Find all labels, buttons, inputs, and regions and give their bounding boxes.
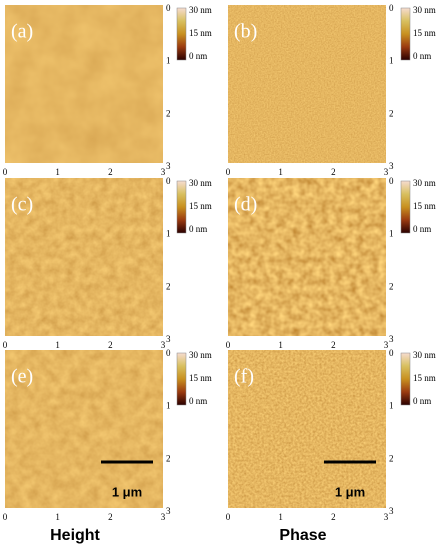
- colorbar-label: 15 nm: [413, 373, 436, 383]
- x-tick-label: 0: [3, 167, 8, 177]
- panel-label: (d): [234, 194, 257, 216]
- column-label: Phase: [279, 527, 326, 544]
- y-tick-label: 1: [389, 56, 394, 66]
- colorbar: [176, 352, 187, 406]
- y-tick-label: 2: [166, 453, 171, 463]
- colorbar-label: 0 nm: [189, 396, 207, 406]
- afm-image: [5, 350, 163, 508]
- colorbar-label: 0 nm: [413, 396, 431, 406]
- x-tick-label: 1: [278, 167, 283, 177]
- y-tick-label: 3: [389, 506, 394, 516]
- y-tick-label: 0: [389, 3, 394, 13]
- x-tick-label: 1: [278, 512, 283, 522]
- scale-bar-label: 1 μm: [112, 484, 142, 499]
- afm-image: [5, 178, 163, 336]
- y-tick-label: 3: [389, 334, 394, 344]
- y-tick-label: 3: [389, 161, 394, 171]
- x-tick-label: 0: [226, 512, 231, 522]
- panel-label: (f): [234, 366, 254, 388]
- x-tick-label: 2: [331, 167, 336, 177]
- y-tick-label: 1: [166, 56, 171, 66]
- x-tick-label: 1: [55, 167, 60, 177]
- x-tick-label: 1: [55, 340, 60, 350]
- x-tick-label: 0: [226, 340, 231, 350]
- colorbar-label: 30 nm: [413, 178, 436, 188]
- x-tick-label: 2: [331, 340, 336, 350]
- colorbar-label: 0 nm: [189, 51, 207, 61]
- colorbar-label: 0 nm: [413, 224, 431, 234]
- afm-image: [228, 350, 386, 508]
- colorbar-label: 15 nm: [189, 201, 212, 211]
- x-tick-label: 2: [331, 512, 336, 522]
- afm-image: [5, 5, 163, 163]
- y-tick-label: 2: [389, 281, 394, 291]
- colorbar-label: 15 nm: [413, 28, 436, 38]
- x-tick-label: 2: [108, 167, 113, 177]
- scale-bar-label: 1 μm: [335, 484, 365, 499]
- colorbar: [176, 180, 187, 234]
- x-tick-label: 2: [108, 340, 113, 350]
- y-tick-label: 0: [389, 176, 394, 186]
- panel-label: (b): [234, 21, 257, 43]
- colorbar: [400, 180, 411, 234]
- y-tick-label: 2: [166, 281, 171, 291]
- x-tick-label: 3: [384, 167, 389, 177]
- colorbar-label: 30 nm: [189, 350, 212, 360]
- y-tick-label: 2: [389, 453, 394, 463]
- y-tick-label: 3: [166, 506, 171, 516]
- x-tick-label: 2: [108, 512, 113, 522]
- panel-label: (e): [11, 366, 33, 388]
- y-tick-label: 0: [166, 348, 171, 358]
- y-tick-label: 2: [166, 108, 171, 118]
- y-tick-label: 1: [166, 401, 171, 411]
- colorbar-label: 0 nm: [413, 51, 431, 61]
- x-tick-label: 1: [55, 512, 60, 522]
- colorbar: [176, 7, 187, 61]
- y-tick-label: 1: [389, 401, 394, 411]
- colorbar-label: 15 nm: [189, 28, 212, 38]
- panel-label: (a): [11, 21, 33, 43]
- colorbar-label: 30 nm: [413, 5, 436, 15]
- x-tick-label: 0: [226, 167, 231, 177]
- colorbar-label: 30 nm: [189, 178, 212, 188]
- panel-label: (c): [11, 194, 33, 216]
- x-tick-label: 3: [384, 340, 389, 350]
- y-tick-label: 1: [166, 229, 171, 239]
- y-tick-label: 1: [389, 229, 394, 239]
- colorbar-label: 15 nm: [189, 373, 212, 383]
- x-tick-label: 3: [161, 167, 166, 177]
- afm-image: [228, 178, 386, 336]
- x-tick-label: 0: [3, 340, 8, 350]
- colorbar-label: 30 nm: [413, 350, 436, 360]
- x-tick-label: 0: [3, 512, 8, 522]
- y-tick-label: 2: [389, 108, 394, 118]
- x-tick-label: 1: [278, 340, 283, 350]
- x-tick-label: 3: [384, 512, 389, 522]
- x-tick-label: 3: [161, 512, 166, 522]
- colorbar-label: 30 nm: [189, 5, 212, 15]
- y-tick-label: 3: [166, 161, 171, 171]
- colorbar: [400, 7, 411, 61]
- y-tick-label: 0: [389, 348, 394, 358]
- afm-image: [228, 5, 386, 163]
- column-label: Height: [50, 527, 100, 544]
- colorbar: [400, 352, 411, 406]
- x-tick-label: 3: [161, 340, 166, 350]
- colorbar-label: 15 nm: [413, 201, 436, 211]
- y-tick-label: 3: [166, 334, 171, 344]
- y-tick-label: 0: [166, 176, 171, 186]
- y-tick-label: 0: [166, 3, 171, 13]
- colorbar-label: 0 nm: [189, 224, 207, 234]
